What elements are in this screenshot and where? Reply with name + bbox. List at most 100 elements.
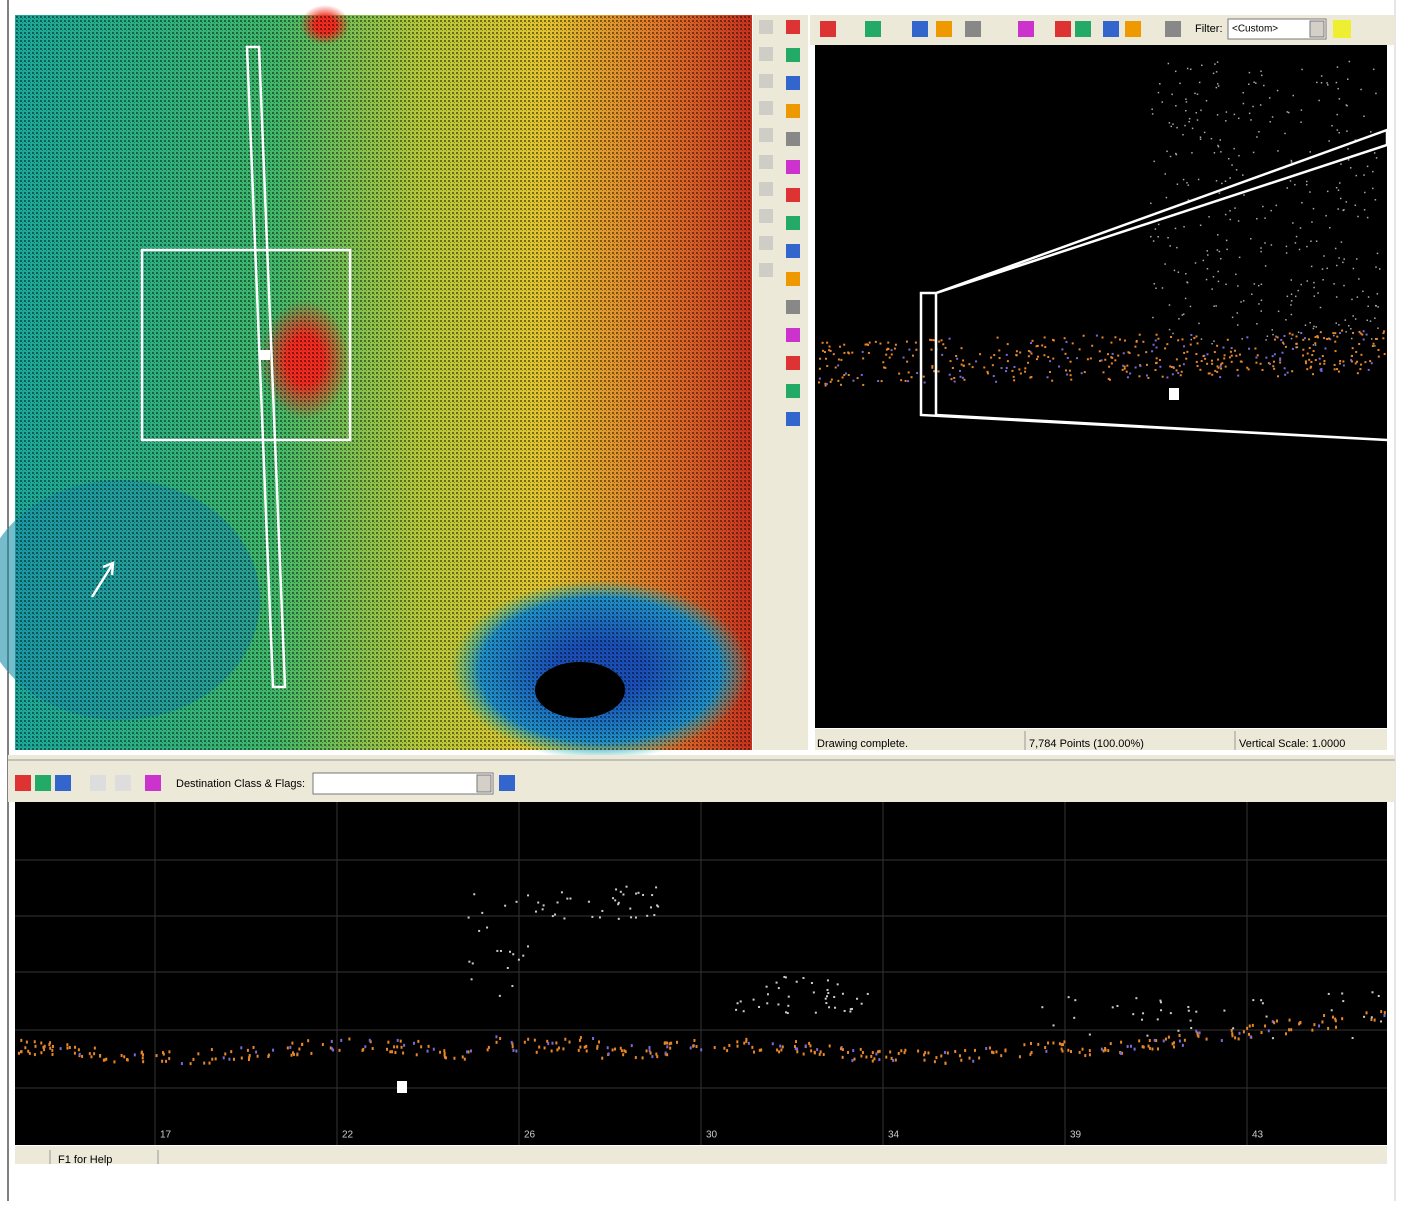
tool-button[interactable] xyxy=(1075,21,1091,37)
tool-button[interactable] xyxy=(115,775,131,791)
point xyxy=(900,1049,903,1053)
point xyxy=(412,1041,415,1045)
point xyxy=(1352,331,1355,334)
dropdown-button[interactable] xyxy=(476,774,492,793)
point xyxy=(1342,360,1345,363)
tool-button[interactable] xyxy=(759,155,773,169)
point xyxy=(885,1055,888,1059)
point xyxy=(1107,377,1110,380)
point xyxy=(113,1060,116,1064)
tool-button[interactable] xyxy=(1055,21,1071,37)
tool-button[interactable] xyxy=(965,21,981,37)
tool-button[interactable] xyxy=(912,21,928,37)
point xyxy=(1186,182,1188,184)
point xyxy=(1332,332,1335,335)
tool-button[interactable] xyxy=(786,300,800,314)
point xyxy=(1235,169,1238,171)
point xyxy=(1333,368,1336,371)
point xyxy=(1074,999,1077,1002)
point xyxy=(541,908,544,911)
destination-dropdown[interactable] xyxy=(312,772,494,795)
point xyxy=(564,1037,567,1041)
tool-button[interactable] xyxy=(1165,21,1181,37)
tool-button[interactable] xyxy=(786,188,800,202)
point xyxy=(1161,375,1164,378)
point xyxy=(1027,355,1030,358)
point xyxy=(1153,160,1155,163)
tool-button[interactable] xyxy=(15,775,31,791)
tool-button[interactable] xyxy=(786,412,800,426)
tool-button[interactable] xyxy=(786,104,800,118)
point xyxy=(1341,329,1344,332)
help-text: F1 for Help xyxy=(58,1154,112,1166)
point xyxy=(1157,236,1159,238)
point xyxy=(1269,121,1271,123)
point xyxy=(1214,369,1217,372)
point xyxy=(1363,1015,1366,1018)
tool-button[interactable] xyxy=(786,272,800,286)
tool-button[interactable] xyxy=(759,209,773,223)
tool-button[interactable] xyxy=(786,160,800,174)
tool-button[interactable] xyxy=(90,775,106,791)
tool-button[interactable] xyxy=(786,20,800,34)
tool-button[interactable] xyxy=(759,74,773,88)
tool-button[interactable] xyxy=(786,132,800,146)
tool-button[interactable] xyxy=(35,775,51,791)
tool-button[interactable] xyxy=(759,47,773,61)
tool-button[interactable] xyxy=(786,76,800,90)
point xyxy=(1271,1020,1274,1024)
point xyxy=(473,893,476,896)
point xyxy=(527,945,530,948)
tool-button[interactable] xyxy=(1018,21,1034,37)
point xyxy=(758,1048,761,1052)
tool-button[interactable] xyxy=(786,356,800,370)
tool-button[interactable] xyxy=(1125,21,1141,37)
tool-button[interactable] xyxy=(759,128,773,142)
point xyxy=(1224,365,1227,368)
tool-button[interactable] xyxy=(786,328,800,342)
tool-button[interactable] xyxy=(865,21,881,37)
tool-button[interactable] xyxy=(499,775,515,791)
point xyxy=(833,996,836,999)
point xyxy=(1117,354,1120,357)
point xyxy=(1188,120,1190,123)
point xyxy=(1137,354,1140,357)
point xyxy=(550,1049,553,1053)
tool-button[interactable] xyxy=(145,775,161,791)
point xyxy=(1363,208,1366,211)
tool-button[interactable] xyxy=(1333,20,1351,38)
tool-button[interactable] xyxy=(55,775,71,791)
point xyxy=(444,1055,447,1059)
tool-button[interactable] xyxy=(820,21,836,37)
tool-button[interactable] xyxy=(786,48,800,62)
tool-button[interactable] xyxy=(786,384,800,398)
point xyxy=(953,376,956,379)
point xyxy=(1295,335,1298,338)
point xyxy=(1030,375,1033,378)
dropdown-button[interactable] xyxy=(1309,20,1325,38)
tool-button[interactable] xyxy=(786,244,800,258)
tool-button[interactable] xyxy=(1103,21,1119,37)
tool-button[interactable] xyxy=(759,101,773,115)
tool-button[interactable] xyxy=(786,216,800,230)
tool-button[interactable] xyxy=(759,236,773,250)
point xyxy=(1260,310,1262,312)
point xyxy=(551,915,554,918)
point xyxy=(758,1005,761,1008)
arrow-head xyxy=(102,561,115,576)
point xyxy=(1334,1017,1337,1021)
point xyxy=(1240,301,1242,303)
point xyxy=(1171,93,1173,96)
point xyxy=(1018,1055,1021,1059)
tool-button[interactable] xyxy=(759,182,773,196)
point xyxy=(635,892,638,895)
point xyxy=(1152,240,1155,242)
point xyxy=(1185,98,1187,100)
tool-button[interactable] xyxy=(759,263,773,277)
point xyxy=(1216,234,1219,236)
tool-button[interactable] xyxy=(759,20,773,34)
filter-dropdown[interactable] xyxy=(1227,18,1327,40)
tool-button[interactable] xyxy=(936,21,952,37)
point xyxy=(1190,338,1193,341)
point xyxy=(819,357,822,360)
